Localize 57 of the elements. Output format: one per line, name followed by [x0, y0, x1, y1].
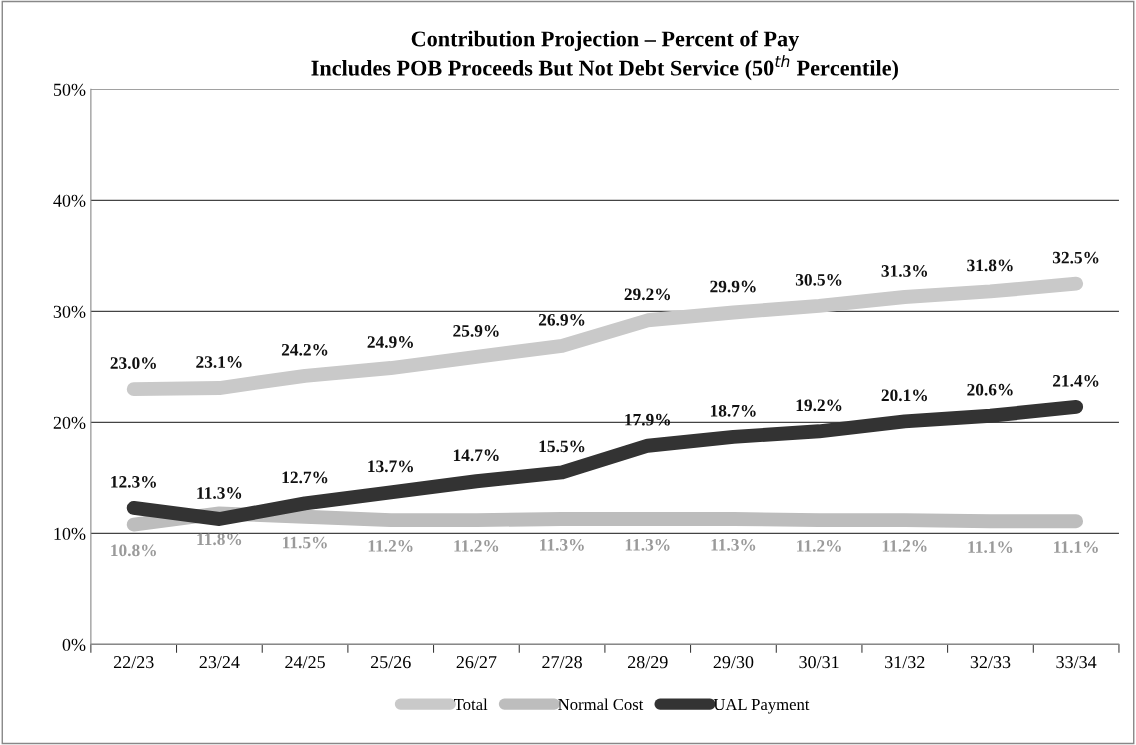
- data-label: 12.3%: [111, 475, 156, 488]
- x-tick-label: 25/26: [370, 656, 411, 669]
- x-tick-label: 29/30: [713, 656, 754, 669]
- data-label: 24.9%: [367, 336, 413, 348]
- legend-label: UAL Payment: [713, 698, 810, 714]
- y-tick-label: 40%: [53, 194, 86, 207]
- data-label: 20.6%: [967, 383, 1013, 396]
- x-tick-label: 24/25: [285, 656, 325, 669]
- data-label: 30.5%: [795, 273, 842, 286]
- x-tick-label: 32/33: [970, 656, 1011, 669]
- data-label: 11.2%: [882, 540, 927, 552]
- data-label: 21.4%: [1052, 374, 1099, 387]
- data-label: 25.9%: [453, 325, 499, 337]
- data-label: 23.0%: [110, 357, 156, 369]
- data-label: 31.8%: [967, 259, 1013, 272]
- data-label: 11.3%: [197, 487, 242, 499]
- data-label: 13.7%: [368, 460, 413, 473]
- data-label: 11.3%: [711, 538, 756, 551]
- data-label: 11.8%: [197, 533, 242, 546]
- data-label: 11.2%: [797, 540, 841, 552]
- data-label: 20.1%: [881, 389, 928, 402]
- x-tick-label: 26/27: [456, 656, 497, 669]
- data-label: 18.7%: [710, 404, 756, 417]
- y-tick-label: 0%: [62, 638, 86, 651]
- data-label: 32.5%: [1052, 251, 1099, 264]
- x-tick-label: 22/23: [113, 656, 154, 669]
- x-tick-label: 27/28: [542, 656, 582, 669]
- y-tick-label: 20%: [53, 416, 86, 429]
- data-label: 24.2%: [281, 343, 328, 356]
- y-tick-label: 30%: [53, 305, 86, 318]
- data-label: 11.3%: [540, 538, 584, 551]
- y-tick-label: 10%: [54, 527, 86, 540]
- data-label: 31.3%: [881, 265, 928, 277]
- data-label: 14.7%: [453, 449, 499, 462]
- data-label: 11.2%: [368, 540, 413, 552]
- legend-label: Normal Cost: [558, 698, 644, 711]
- data-label: 10.8%: [111, 544, 156, 557]
- x-tick-label: 28/29: [627, 656, 668, 669]
- data-label: 29.9%: [710, 280, 756, 293]
- data-label: 11.3%: [625, 538, 670, 551]
- data-label: 23.1%: [196, 356, 242, 368]
- data-label: 15.5%: [539, 440, 585, 453]
- data-label: 11.1%: [1054, 541, 1098, 553]
- chart-title: Contribution Projection – Percent of Pay Includes POB Proceeds But Not Debt Service (50$^{th}$ Percentile): [311, 30, 898, 81]
- data-label: 26.9%: [538, 313, 585, 326]
- x-tick-label: 23/24: [199, 656, 240, 669]
- data-label: 29.2%: [624, 288, 670, 301]
- y-tick-label: 50%: [53, 83, 86, 96]
- x-tick-label: 30/31: [799, 656, 839, 669]
- data-label: 11.1%: [968, 541, 1013, 553]
- data-label: 12.7%: [282, 471, 328, 484]
- x-tick-label: 31/32: [885, 656, 925, 669]
- data-label: 11.2%: [454, 540, 499, 552]
- legend-label: Total: [454, 698, 488, 711]
- data-label: 19.2%: [796, 399, 842, 412]
- data-label: 11.5%: [283, 536, 327, 549]
- x-tick-label: 33/34: [1056, 656, 1097, 669]
